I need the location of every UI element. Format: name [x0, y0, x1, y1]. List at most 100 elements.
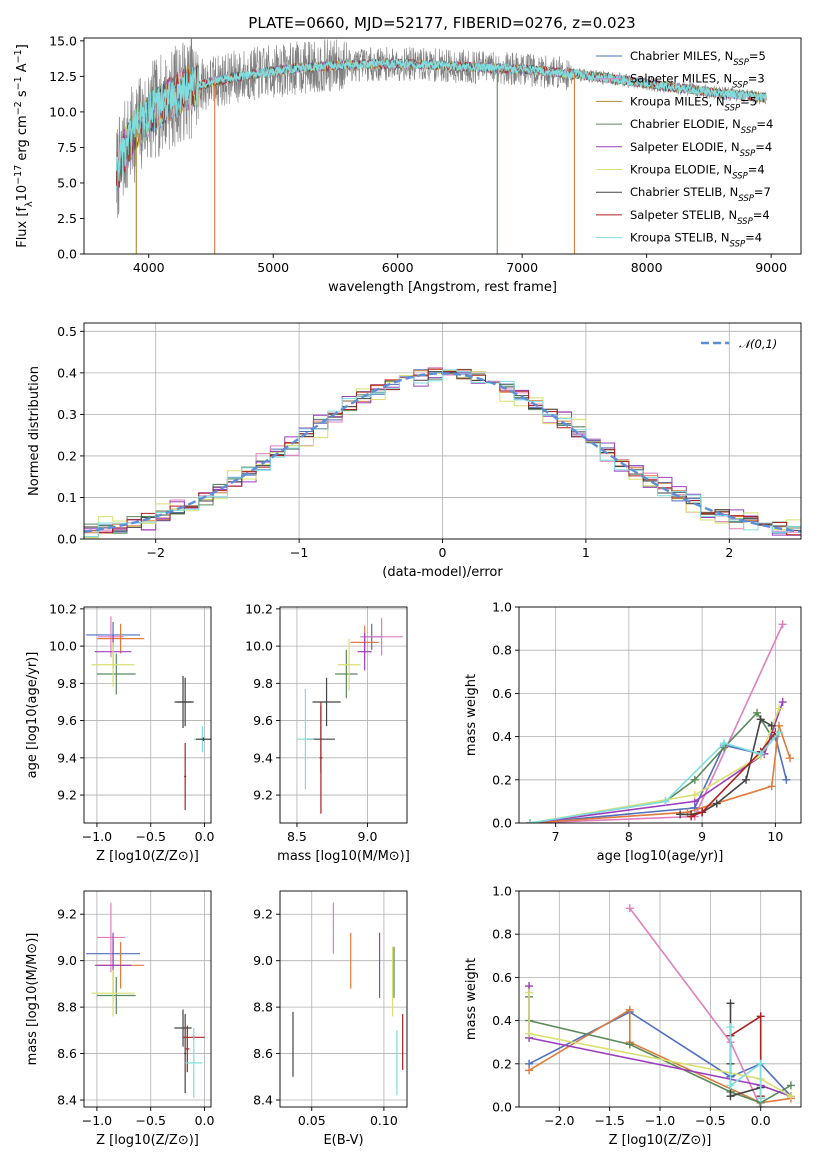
y-tick-label: 8.8 — [57, 1000, 77, 1015]
weight-vs-Z-plot-area — [525, 904, 795, 1107]
weight-line — [729, 1027, 762, 1099]
mass-vs-ebv-plot-area — [292, 902, 404, 1096]
weight-series — [525, 988, 795, 1101]
y-tick-label: 0.0 — [57, 247, 77, 262]
y-tick-label: 10.0 — [245, 639, 273, 654]
errorbar-point — [184, 1014, 187, 1094]
x-tick-label: 9 — [698, 829, 706, 844]
x-tick-label: 8 — [625, 829, 633, 844]
legend-subscript: SSP — [732, 81, 748, 91]
weight-marker — [786, 1081, 795, 1090]
weight-marker — [525, 1066, 534, 1075]
model-spectrum-line — [115, 58, 767, 182]
axes-frame — [279, 606, 408, 824]
panels: 4000 5000 6000 7000 8000 90000.02.55.07.510.0… — [13, 33, 802, 1148]
legend-entry: Kroupa ELODIE, NSSP=4 — [630, 163, 765, 182]
legend-text: =4 — [745, 231, 762, 245]
weight-marker — [756, 1012, 765, 1021]
legend-entry: Chabrier MILES, NSSP=5 — [630, 49, 766, 68]
legend-text: =7 — [754, 185, 771, 199]
y-tick-label: 10.2 — [245, 601, 273, 616]
axes-frame — [83, 606, 212, 824]
y-tick-label: 1.0 — [492, 600, 512, 615]
legend-entry: Chabrier ELODIE, NSSP=4 — [630, 117, 773, 136]
legend-subscript: SSP — [730, 240, 746, 250]
y-tick-label: 12.5 — [49, 69, 77, 84]
legend-subscript: SSP — [733, 58, 749, 68]
x-tick-label: −2.0 — [544, 1113, 574, 1128]
y-tick-label: 9.6 — [253, 713, 273, 728]
errorbar-point — [195, 737, 211, 742]
x-tick-label: 10 — [767, 829, 783, 844]
weight-marker — [778, 698, 787, 707]
legend-text: Kroupa MILES, N — [630, 94, 725, 108]
x-axis-label: E(B-V) — [323, 1133, 363, 1148]
weight-line — [528, 992, 792, 1097]
legend-subscript: SSP — [738, 194, 754, 204]
y-axis-label-part: erg cm — [15, 115, 30, 164]
weight-marker — [525, 1029, 534, 1038]
x-tick-label: 9000 — [755, 260, 787, 275]
x-tick-label: −1.5 — [594, 1113, 624, 1128]
y-tick-label: 9.2 — [57, 788, 77, 803]
y-axis-label: mass weight — [464, 958, 479, 1040]
y-tick-label: 0.3 — [57, 407, 77, 422]
x-tick-label: 0.0 — [195, 1113, 215, 1128]
axes-frame — [83, 890, 212, 1108]
y-axis-label-part: −1 — [13, 76, 24, 90]
x-tick-label: −0.5 — [136, 1113, 166, 1128]
errorbar-point — [96, 902, 125, 973]
x-tick-label: 5000 — [257, 260, 289, 275]
y-axis-label-part: ] — [15, 44, 30, 49]
weight-marker — [756, 715, 765, 724]
weight-marker — [525, 819, 534, 823]
weight-marker — [720, 739, 729, 748]
y-tick-label: 5.0 — [57, 175, 77, 190]
spectrum-plot-area — [115, 38, 767, 254]
axes-frame — [518, 606, 802, 824]
x-tick-label: 8000 — [631, 260, 663, 275]
weight-marker — [726, 999, 735, 1008]
errorbar-point — [185, 1025, 190, 1073]
y-tick-label: 0.4 — [492, 729, 512, 744]
weight-marker — [525, 988, 534, 997]
errorbar-point — [96, 976, 136, 1015]
y-axis-label-part: −2 — [13, 101, 24, 115]
weight-marker — [756, 1059, 765, 1068]
legend-text: Chabrier STELIB, N — [630, 185, 738, 199]
legend-text: =5 — [740, 94, 757, 108]
weight-marker — [661, 797, 670, 806]
legend-text: Salpeter STELIB, N — [630, 208, 737, 222]
legend-text: =5 — [749, 49, 766, 63]
errorbar-point — [174, 1009, 192, 1047]
y-tick-label: 0.4 — [57, 365, 77, 380]
y-tick-label: 10.0 — [49, 639, 77, 654]
y-tick-label: 8.8 — [253, 1000, 273, 1015]
y-tick-label: 0.1 — [57, 490, 77, 505]
y-axis-label-part: −17 — [13, 165, 24, 185]
y-tick-label: 8.4 — [57, 1093, 77, 1108]
errorbar-point — [360, 618, 403, 656]
y-tick-label: 8.6 — [253, 1046, 273, 1061]
weight-vs-age-plot-area — [525, 620, 795, 823]
x-axis-label: age [log10(age/yr)] — [597, 849, 724, 864]
weight-marker — [726, 1023, 735, 1032]
legend-text: Salpeter ELODIE, N — [630, 140, 740, 154]
legend-subscript: SSP — [732, 172, 748, 182]
y-axis-label: mass weight — [464, 674, 479, 756]
y-tick-label: 10.0 — [49, 104, 77, 119]
x-tick-label: −1.0 — [82, 1113, 112, 1128]
legend-text: Chabrier ELODIE, N — [630, 117, 741, 131]
weight-marker — [767, 721, 776, 730]
legend-subscript: SSP — [740, 149, 756, 159]
y-tick-label: 8.4 — [253, 1093, 273, 1108]
errorbar-point — [184, 742, 187, 810]
x-tick-label: 7000 — [506, 260, 538, 275]
x-tick-label: −1.0 — [645, 1113, 675, 1128]
weight-marker — [782, 775, 791, 784]
x-tick-label: 4000 — [133, 260, 165, 275]
y-axis-label-part: 10 — [15, 185, 30, 202]
y-axis-label: age [log10(age/yr)] — [25, 652, 40, 779]
weight-marker — [775, 728, 784, 737]
